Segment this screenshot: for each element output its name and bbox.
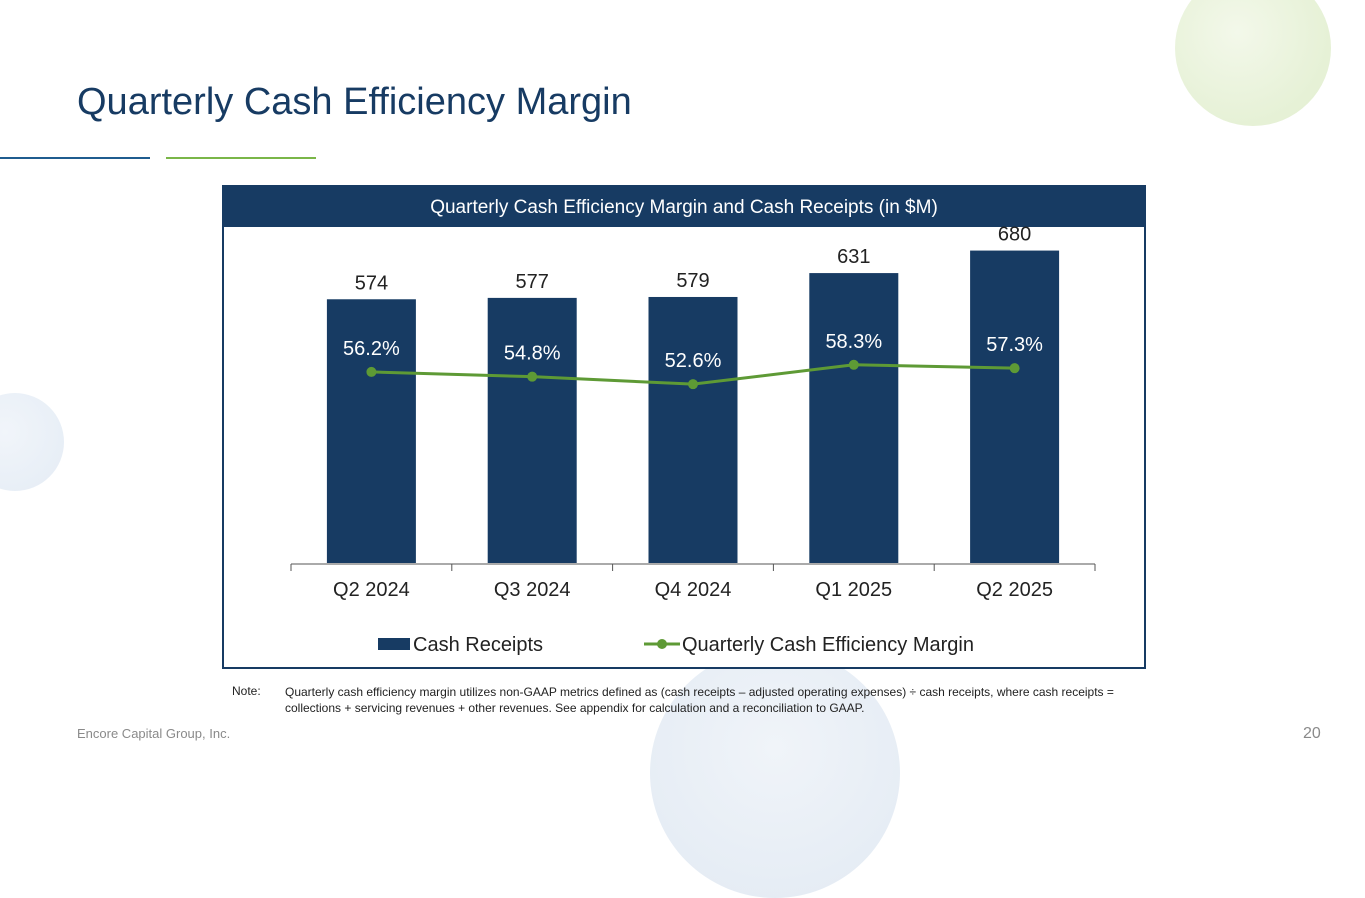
bar-label-2: 577 [516, 271, 549, 293]
legend-swatch-cash-receipts [378, 638, 410, 650]
chart-panel: Quarterly Cash Efficiency Margin and Cas… [222, 185, 1146, 669]
margin-point-5 [1009, 363, 1020, 374]
page-title: Quarterly Cash Efficiency Margin [77, 81, 632, 123]
bar-5 [970, 250, 1060, 563]
bar-label-1: 574 [355, 272, 388, 294]
x-tick-label-5: Q2 2025 [976, 579, 1053, 601]
footer-company-name: Encore Capital Group, Inc. [77, 726, 231, 741]
bar-label-4: 631 [837, 246, 870, 268]
bar-3 [648, 296, 738, 563]
margin-label-5: 57.3% [986, 334, 1043, 356]
legend-label-margin: Quarterly Cash Efficiency Margin [682, 634, 974, 656]
bar-1 [326, 299, 416, 563]
decorative-circle-left [0, 393, 64, 491]
chart-title: Quarterly Cash Efficiency Margin and Cas… [224, 187, 1144, 227]
title-underline-blue [0, 157, 150, 159]
margin-point-1 [366, 366, 377, 377]
x-tick-label-1: Q2 2024 [333, 579, 410, 601]
margin-label-2: 54.8% [504, 343, 561, 365]
legend-marker-margin [657, 639, 667, 649]
legend-label-cash-receipts: Cash Receipts [413, 634, 543, 656]
margin-label-3: 52.6% [665, 350, 722, 372]
decorative-circle-top-right [1175, 0, 1331, 126]
bar-label-3: 579 [676, 270, 709, 292]
bar-2 [487, 297, 577, 563]
x-tick-label-4: Q1 2025 [815, 579, 892, 601]
title-underline-green [166, 157, 316, 159]
margin-label-1: 56.2% [343, 338, 400, 360]
bar-label-5: 680 [998, 224, 1031, 246]
margin-label-4: 58.3% [825, 331, 882, 353]
margin-point-2 [527, 371, 538, 382]
margin-point-4 [848, 359, 859, 370]
x-tick-label-2: Q3 2024 [494, 579, 571, 601]
note-label: Note: [232, 684, 261, 698]
note-text: Quarterly cash efficiency margin utilize… [285, 685, 1114, 715]
page-number: 20 [1303, 725, 1321, 742]
margin-point-3 [688, 379, 698, 390]
chart-canvas: 574 577 579 631 680 Q2 2024 Q3 2024 Q4 2024 Q1 2… [290, 224, 1096, 656]
x-tick-label-3: Q4 2024 [655, 579, 732, 601]
bar-4 [809, 273, 899, 563]
